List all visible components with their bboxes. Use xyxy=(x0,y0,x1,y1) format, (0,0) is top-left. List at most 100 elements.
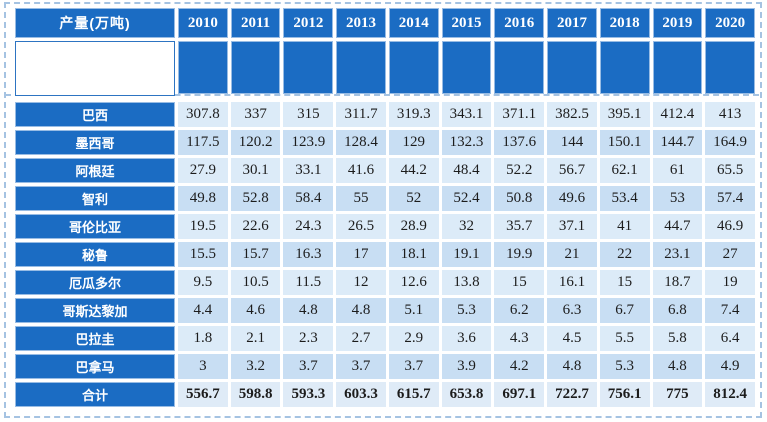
value-cell: 5.1 xyxy=(388,298,439,323)
value-cell: 52 xyxy=(388,186,439,211)
value-cell: 27.9 xyxy=(178,158,228,183)
value-cell: 26.5 xyxy=(336,214,386,239)
table-row: 哥斯达黎加 4.4 4.6 4.8 4.8 5.1 5.3 6.2 6.3 6.7 6.8 7.4 xyxy=(15,298,755,323)
value-cell: 5.8 xyxy=(652,326,703,351)
table-row: 智利 49.8 52.8 58.4 55 52 52.4 50.8 49.6 53.4 53 57.4 xyxy=(15,186,755,211)
value-cell: 3.9 xyxy=(441,354,492,379)
country-label-cell: 哥斯达黎加 xyxy=(15,298,175,323)
value-cell: 311.7 xyxy=(336,102,386,127)
legend-filler-cell xyxy=(178,41,228,94)
value-cell: 41 xyxy=(599,214,650,239)
country-label-cell: 巴拉圭 xyxy=(15,326,175,351)
table-row: 秘鲁 15.5 15.7 16.3 17 18.1 19.1 19.9 21 22 23.1 27 xyxy=(15,242,755,267)
value-cell: 2.9 xyxy=(388,326,439,351)
value-cell: 3.6 xyxy=(441,326,492,351)
value-cell: 50.8 xyxy=(494,186,545,211)
value-cell: 56.7 xyxy=(547,158,597,183)
year-header-cell: 2013 xyxy=(336,8,386,38)
value-cell: 52.4 xyxy=(441,186,492,211)
value-cell: 23.1 xyxy=(652,242,703,267)
value-cell: 1.8 xyxy=(178,326,228,351)
table-row: 巴西 307.8 337 315 311.7 319.3 343.1 371.1 382.5 39… xyxy=(15,102,755,127)
value-cell: 4.8 xyxy=(547,354,597,379)
table-row: 巴拿马 3 3.2 3.7 3.7 3.7 3.9 4.2 4.8 5.3 4.8 4.9 xyxy=(15,354,755,379)
value-cell: 48.4 xyxy=(441,158,492,183)
value-cell: 61 xyxy=(652,158,703,183)
value-cell: 598.8 xyxy=(230,382,281,407)
value-cell: 412.4 xyxy=(652,102,703,127)
table-body: 巴西 307.8 337 315 311.7 319.3 343.1 371.1 382.5 39… xyxy=(15,102,755,407)
value-cell: 2.1 xyxy=(230,326,281,351)
value-cell: 4.8 xyxy=(652,354,703,379)
legend-filler-cell xyxy=(599,41,650,94)
legend-filler-cell xyxy=(494,41,545,94)
value-cell: 13.8 xyxy=(441,270,492,295)
year-header-cell: 2011 xyxy=(230,8,281,38)
country-label-cell: 哥伦比亚 xyxy=(15,214,175,239)
value-cell: 10.5 xyxy=(230,270,281,295)
value-cell: 52.2 xyxy=(494,158,545,183)
value-cell: 22 xyxy=(599,242,650,267)
value-cell: 53.4 xyxy=(599,186,650,211)
value-cell: 3.7 xyxy=(283,354,334,379)
year-header-cell: 2015 xyxy=(441,8,492,38)
legend-filler-cell xyxy=(441,41,492,94)
country-label-cell: 厄瓜多尔 xyxy=(15,270,175,295)
legend-row xyxy=(15,41,755,96)
value-cell: 11.5 xyxy=(283,270,334,295)
value-cell: 37.1 xyxy=(547,214,597,239)
value-cell: 12 xyxy=(336,270,386,295)
value-cell: 319.3 xyxy=(388,102,439,127)
value-cell: 382.5 xyxy=(547,102,597,127)
year-header-cell: 2018 xyxy=(599,8,650,38)
value-cell: 812.4 xyxy=(705,382,755,407)
value-cell: 593.3 xyxy=(283,382,334,407)
value-cell: 6.7 xyxy=(599,298,650,323)
value-cell: 6.4 xyxy=(705,326,755,351)
value-cell: 22.6 xyxy=(230,214,281,239)
value-cell: 3.2 xyxy=(230,354,281,379)
value-cell: 57.4 xyxy=(705,186,755,211)
legend-empty-cell xyxy=(15,41,175,96)
value-cell: 164.9 xyxy=(705,130,755,155)
country-label-cell: 阿根廷 xyxy=(15,158,175,183)
value-cell: 35.7 xyxy=(494,214,545,239)
value-cell: 132.3 xyxy=(441,130,492,155)
legend-filler-cell xyxy=(283,41,334,94)
value-cell: 58.4 xyxy=(283,186,334,211)
value-cell: 17 xyxy=(336,242,386,267)
value-cell: 21 xyxy=(547,242,597,267)
value-cell: 129 xyxy=(388,130,439,155)
legend-filler-cell xyxy=(547,41,597,94)
value-cell: 150.1 xyxy=(599,130,650,155)
value-cell: 53 xyxy=(652,186,703,211)
legend-filler-cell xyxy=(230,41,281,94)
value-cell: 27 xyxy=(705,242,755,267)
value-cell: 123.9 xyxy=(283,130,334,155)
value-cell: 128.4 xyxy=(336,130,386,155)
value-cell: 19.1 xyxy=(441,242,492,267)
value-cell: 4.2 xyxy=(494,354,545,379)
value-cell: 697.1 xyxy=(494,382,545,407)
value-cell: 18.7 xyxy=(652,270,703,295)
value-cell: 337 xyxy=(230,102,281,127)
total-row: 合计 556.7 598.8 593.3 603.3 615.7 653.8 697.1 722… xyxy=(15,382,755,407)
value-cell: 19.9 xyxy=(494,242,545,267)
legend-filler-cell xyxy=(652,41,703,94)
legend-filler-cell xyxy=(388,41,439,94)
corner-header-cell: 产量(万吨) xyxy=(15,8,175,38)
country-label-cell: 巴拿马 xyxy=(15,354,175,379)
value-cell: 343.1 xyxy=(441,102,492,127)
value-cell: 49.6 xyxy=(547,186,597,211)
value-cell: 120.2 xyxy=(230,130,281,155)
value-cell: 722.7 xyxy=(547,382,597,407)
header-row: 产量(万吨) 2010 2011 2012 2013 2014 2015 2016 2017 2… xyxy=(15,8,755,38)
value-cell: 3.7 xyxy=(336,354,386,379)
value-cell: 144 xyxy=(547,130,597,155)
value-cell: 16.1 xyxy=(547,270,597,295)
value-cell: 41.6 xyxy=(336,158,386,183)
value-cell: 4.8 xyxy=(336,298,386,323)
value-cell: 6.2 xyxy=(494,298,545,323)
year-header-cell: 2010 xyxy=(178,8,228,38)
